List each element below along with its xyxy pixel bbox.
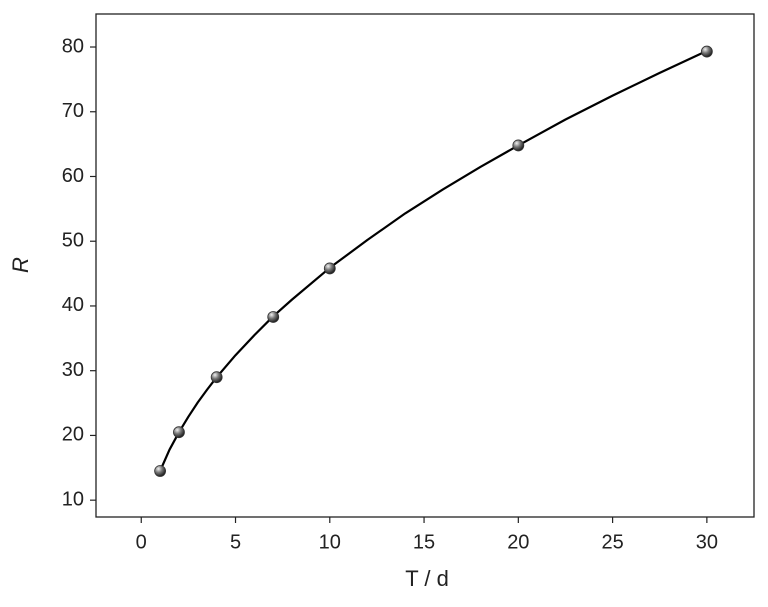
y-tick-label: 80: [62, 35, 84, 57]
x-tick-label: 0: [136, 531, 147, 553]
data-point: [210, 371, 223, 384]
x-tick-label: 5: [230, 531, 241, 553]
y-tick-label: 50: [62, 230, 84, 252]
plot-frame: [95, 13, 755, 518]
data-point: [700, 45, 713, 58]
x-tick-label: 10: [319, 531, 341, 553]
y-axis-label: R: [8, 257, 33, 273]
x-tick-label: 20: [507, 531, 529, 553]
data-point: [512, 139, 525, 152]
y-tick-label: 60: [62, 165, 84, 187]
y-tick-label: 40: [62, 294, 84, 316]
x-tick-label: 30: [696, 531, 718, 553]
y-tick-label: 10: [62, 488, 84, 510]
data-point: [154, 465, 167, 477]
data-point: [323, 262, 336, 275]
y-tick-label: 20: [62, 424, 84, 446]
x-tick-label: 25: [601, 531, 623, 553]
x-axis-label: T / d: [405, 566, 449, 591]
data-point: [173, 426, 185, 439]
data-point: [267, 311, 280, 323]
y-tick-label: 70: [62, 100, 84, 122]
x-tick-label: 15: [413, 531, 435, 553]
y-tick-label: 30: [62, 359, 84, 381]
fit-curve: [159, 49, 708, 472]
